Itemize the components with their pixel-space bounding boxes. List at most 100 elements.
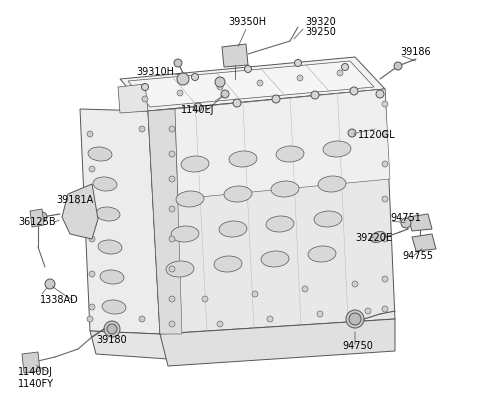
Circle shape [394,63,402,71]
Polygon shape [128,62,374,108]
Circle shape [217,321,223,327]
Circle shape [346,310,364,328]
Text: 94751: 94751 [390,212,421,223]
Circle shape [302,286,308,292]
Circle shape [177,91,183,97]
Ellipse shape [261,252,289,267]
Ellipse shape [166,261,194,278]
Circle shape [295,60,301,67]
Circle shape [142,84,148,91]
Polygon shape [22,352,40,373]
Circle shape [252,291,258,297]
Circle shape [87,132,93,138]
Circle shape [365,308,371,314]
Circle shape [350,88,358,96]
Circle shape [401,218,411,228]
Circle shape [174,60,182,68]
Text: 39186: 39186 [400,47,431,57]
Ellipse shape [88,147,112,161]
Circle shape [169,206,175,212]
Polygon shape [80,110,160,334]
Ellipse shape [271,182,299,197]
Circle shape [169,266,175,272]
Text: 1140EJ: 1140EJ [181,105,215,115]
Text: 39320: 39320 [305,17,336,27]
Polygon shape [148,90,395,334]
Circle shape [169,177,175,183]
Circle shape [349,313,361,325]
Polygon shape [408,214,432,231]
Text: 1120GL: 1120GL [358,130,396,140]
Circle shape [337,71,343,77]
Circle shape [382,161,388,168]
Text: 39350H: 39350H [228,17,266,27]
Ellipse shape [214,256,242,272]
Circle shape [317,311,323,317]
Circle shape [272,96,280,104]
Circle shape [382,197,388,202]
Circle shape [382,102,388,108]
Circle shape [311,92,319,100]
Circle shape [169,236,175,242]
Circle shape [382,276,388,282]
Ellipse shape [276,147,304,163]
Text: 39310H: 39310H [136,67,174,77]
Circle shape [233,100,241,108]
Ellipse shape [229,152,257,168]
Text: 36125B: 36125B [18,216,56,226]
Circle shape [177,74,189,86]
Polygon shape [222,45,248,68]
Ellipse shape [96,207,120,221]
Circle shape [89,202,95,207]
Circle shape [139,316,145,322]
Circle shape [169,127,175,133]
Circle shape [89,166,95,173]
Polygon shape [120,58,385,112]
Polygon shape [90,331,168,359]
Circle shape [341,64,348,71]
Circle shape [244,66,252,74]
Circle shape [348,130,356,138]
Ellipse shape [181,157,209,173]
Ellipse shape [93,178,117,192]
Ellipse shape [224,187,252,202]
Circle shape [257,81,263,87]
Ellipse shape [102,300,126,314]
Circle shape [89,271,95,277]
Ellipse shape [370,232,386,243]
Ellipse shape [100,270,124,285]
Circle shape [104,321,120,337]
Circle shape [221,91,229,99]
Text: 1140FY: 1140FY [18,378,54,388]
Text: 94750: 94750 [342,340,373,350]
Circle shape [382,306,388,312]
Circle shape [382,132,388,138]
Circle shape [107,324,117,334]
Circle shape [297,76,303,82]
Circle shape [169,321,175,327]
Polygon shape [160,319,395,366]
Circle shape [376,91,384,99]
Circle shape [89,304,95,310]
Text: 1140DJ: 1140DJ [18,366,53,376]
Polygon shape [412,235,436,252]
Circle shape [45,279,55,289]
Circle shape [169,296,175,302]
Circle shape [169,152,175,158]
Circle shape [37,212,47,223]
Polygon shape [62,185,98,240]
Ellipse shape [176,192,204,207]
Polygon shape [30,209,44,228]
Circle shape [139,127,145,133]
Ellipse shape [318,176,346,192]
Polygon shape [175,90,390,199]
Ellipse shape [308,247,336,262]
Circle shape [142,97,148,103]
Ellipse shape [266,216,294,233]
Text: 39180: 39180 [96,334,127,344]
Circle shape [382,236,388,242]
Circle shape [89,236,95,242]
Circle shape [87,316,93,322]
Circle shape [217,85,223,91]
Circle shape [267,316,273,322]
